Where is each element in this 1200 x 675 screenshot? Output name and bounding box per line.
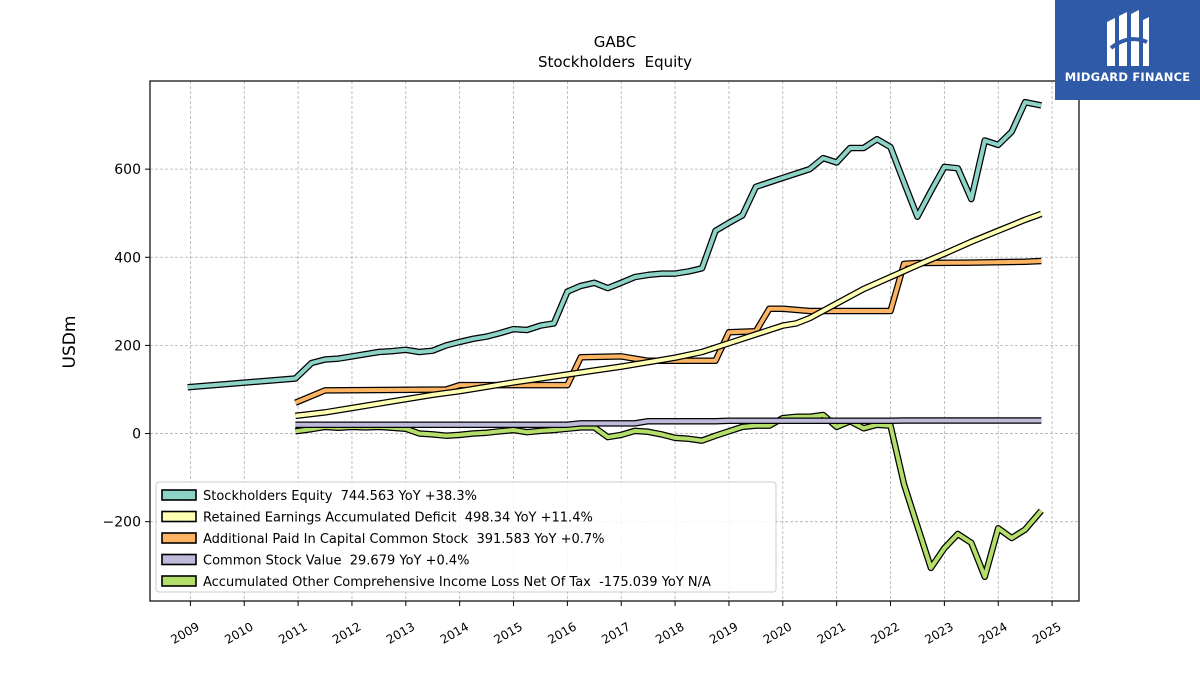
legend-swatch — [161, 510, 197, 523]
x-tick-label: 2013 — [384, 619, 417, 646]
x-tick-label: 2024 — [976, 619, 1009, 646]
legend-entry: Retained Earnings Accumulated Deficit 49… — [203, 511, 593, 526]
x-tick-label: 2009 — [168, 619, 201, 646]
series-line-outline — [294, 257, 1042, 406]
x-tick-label: 2015 — [492, 619, 525, 646]
legend-swatch — [161, 489, 197, 501]
series-line — [294, 259, 1042, 405]
x-tick-label: 2012 — [330, 619, 363, 646]
series-line — [295, 413, 1043, 579]
legend-entry: Stockholders Equity 744.563 YoY +38.3% — [203, 489, 477, 504]
series-line-outline — [187, 98, 1042, 391]
legend-entry: Accumulated Other Comprehensive Income L… — [203, 575, 711, 590]
series-layer — [187, 98, 1044, 581]
x-tick-label: 2017 — [599, 619, 632, 646]
series-line — [295, 212, 1042, 418]
series-retained-earnings-accumulated-deficit — [295, 210, 1043, 420]
y-tick-label: 200 — [114, 338, 141, 354]
series-common-stock-value — [295, 417, 1042, 428]
midgard-logo-icon — [1107, 10, 1149, 66]
x-tick-label: 2011 — [276, 619, 309, 646]
series-accumulated-other-comprehensive-income-loss-net-of-tax — [294, 411, 1044, 581]
plot-frame — [149, 80, 1080, 602]
x-tick-label: 2016 — [545, 619, 578, 646]
chart-subtitle: Stockholders Equity — [538, 53, 692, 71]
legend-swatch — [161, 553, 197, 566]
x-tick-label: 2010 — [222, 619, 255, 646]
x-tick-label: 2025 — [1030, 619, 1063, 646]
x-tick-label: 2018 — [653, 619, 686, 646]
x-tick-label: 2022 — [869, 619, 902, 646]
legend-swatch — [161, 575, 197, 587]
legend-entry: Common Stock Value 29.679 YoY +0.4% — [203, 554, 470, 569]
series-line — [187, 100, 1042, 390]
x-tick-label: 2021 — [815, 619, 848, 646]
series-stockholders-equity — [187, 98, 1042, 391]
y-tick-label: −200 — [103, 515, 141, 531]
y-tick-label: 400 — [114, 250, 141, 266]
series-line — [295, 418, 1042, 427]
logo-text: MIDGARD FINANCE — [1064, 70, 1191, 84]
y-tick-label: 0 — [132, 427, 141, 443]
series-additional-paid-in-capital-common-stock — [294, 257, 1042, 406]
y-tick-label: 600 — [114, 162, 141, 178]
x-tick-label: 2023 — [922, 619, 955, 646]
chart-title: GABC — [594, 33, 636, 51]
legend-frame — [155, 481, 777, 593]
series-line-outline — [295, 210, 1043, 420]
legend-entry: Additional Paid In Capital Common Stock … — [203, 532, 605, 547]
x-tick-label: 2020 — [761, 619, 794, 646]
x-tick-label: 2019 — [707, 619, 740, 646]
grid-lines — [150, 81, 1079, 601]
y-axis-label: USDm — [60, 316, 80, 369]
legend-swatch — [161, 532, 197, 544]
legend: Stockholders Equity 744.563 YoY +38.3% Re… — [155, 481, 777, 593]
x-tick-label: 2014 — [438, 619, 471, 646]
company-logo: MIDGARD FINANCE — [1055, 0, 1200, 100]
